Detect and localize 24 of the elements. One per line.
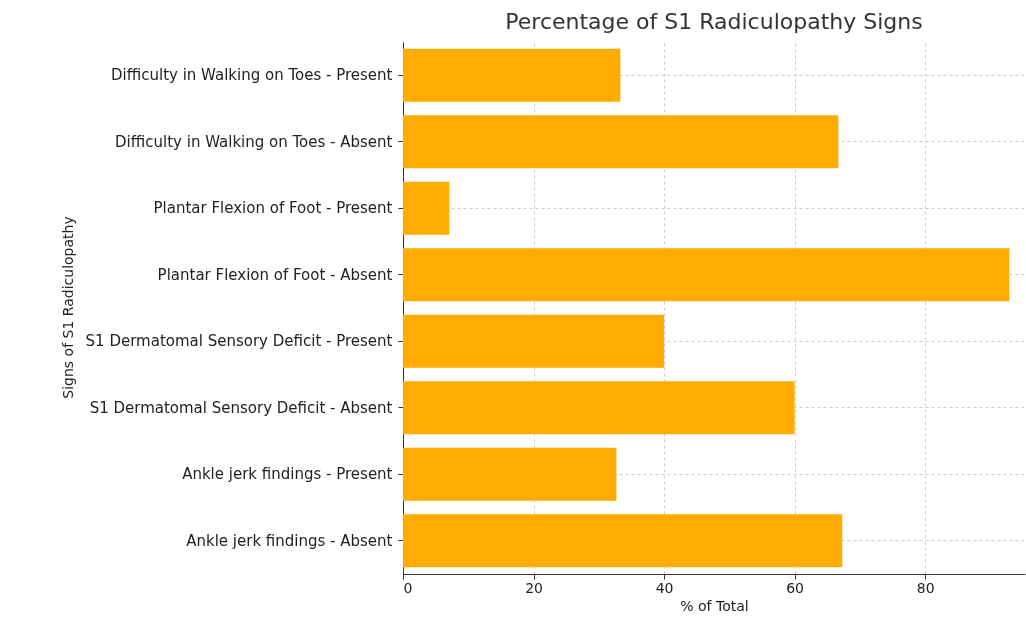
y-tick-label: Plantar Flexion of Foot - Absent — [157, 265, 393, 284]
y-tick-label: S1 Dermatomal Sensory Deficit - Absent — [89, 398, 393, 417]
y-tick-label: Ankle jerk findings - Present — [182, 465, 393, 484]
bar — [403, 248, 1010, 302]
x-axis-title: % of Total — [680, 597, 749, 614]
chart-title: Percentage of S1 Radiculopathy Signs — [505, 9, 923, 34]
y-tick-label: Plantar Flexion of Foot - Present — [153, 199, 393, 218]
x-tick-label: 0 — [403, 579, 413, 596]
x-tick-label: 20 — [525, 579, 543, 596]
bar — [403, 181, 450, 235]
bar — [403, 115, 839, 169]
x-tick-label: 80 — [916, 579, 935, 596]
y-tick-label: Ankle jerk findings - Absent — [186, 531, 393, 550]
x-tick-label: 40 — [655, 579, 674, 596]
y-axis-title: Signs of S1 Radiculopathy — [59, 216, 76, 399]
bar — [403, 514, 843, 568]
bar — [403, 314, 665, 368]
y-tick-label: Difficulty in Walking on Toes - Absent — [115, 132, 393, 151]
y-tick-label: Difficulty in Walking on Toes - Present — [110, 66, 393, 85]
bar — [403, 48, 621, 102]
bar — [403, 381, 795, 435]
bar — [403, 447, 617, 501]
y-tick-label: S1 Dermatomal Sensory Deficit - Present — [85, 332, 393, 351]
x-tick-label: 60 — [786, 579, 805, 596]
